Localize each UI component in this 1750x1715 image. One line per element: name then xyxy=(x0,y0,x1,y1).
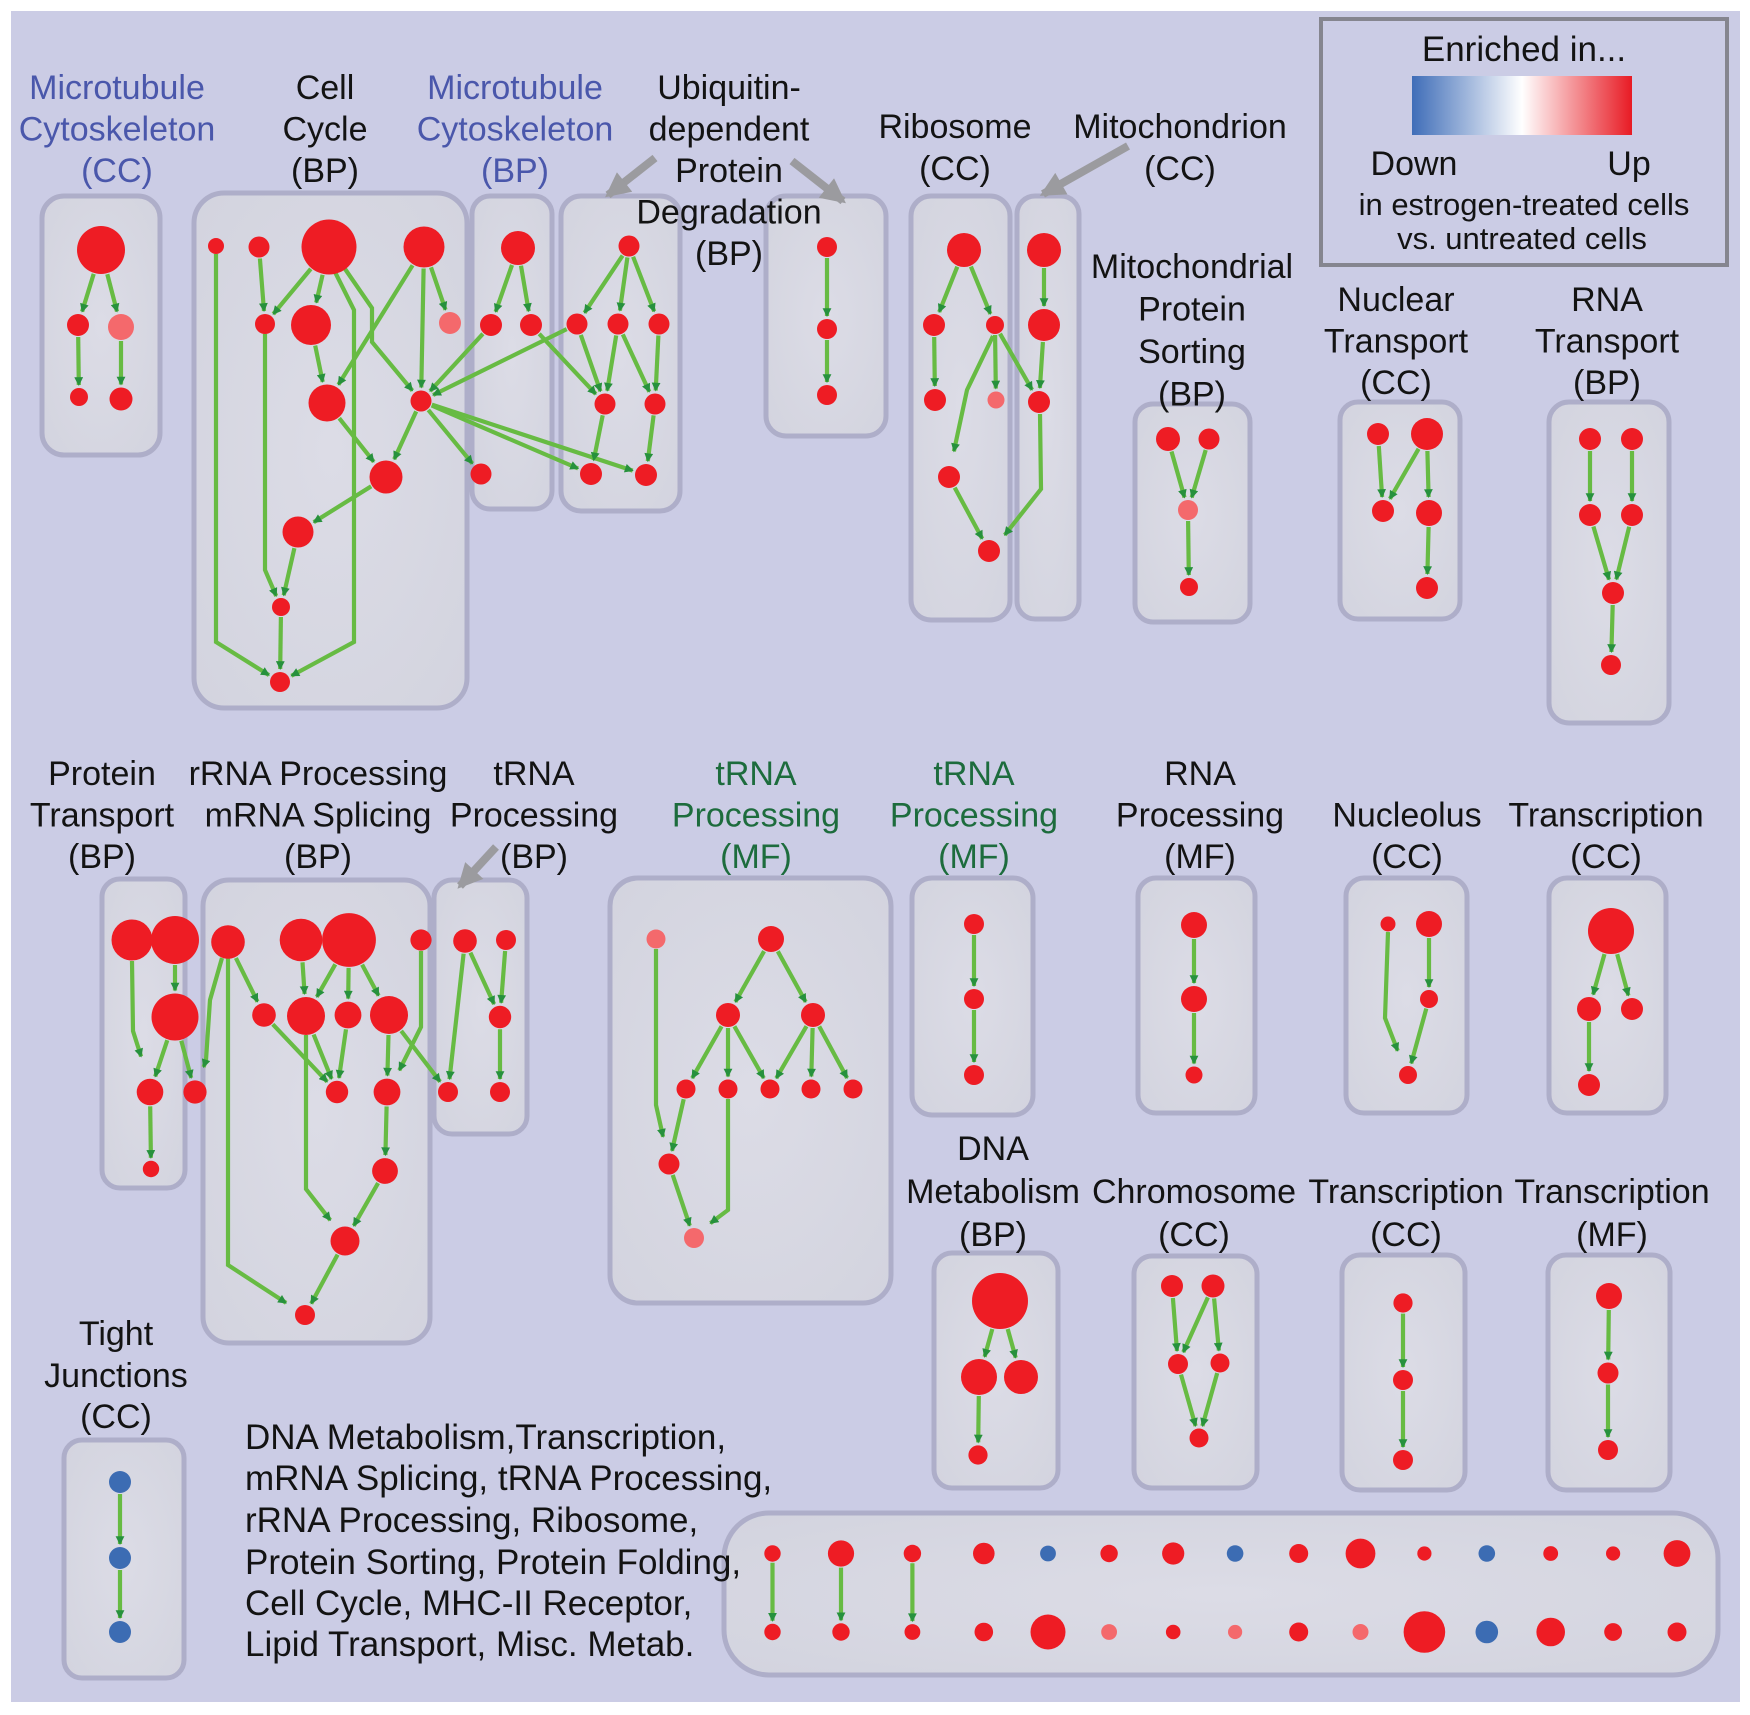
svg-text:(CC): (CC) xyxy=(1370,1216,1442,1254)
svg-text:Microtubule: Microtubule xyxy=(427,69,603,107)
svg-text:Degradation: Degradation xyxy=(636,194,821,232)
svg-text:(MF): (MF) xyxy=(1164,838,1236,876)
svg-text:Transcription: Transcription xyxy=(1514,1173,1709,1211)
svg-text:Cytoskeleton: Cytoskeleton xyxy=(19,111,216,149)
svg-text:RNA: RNA xyxy=(1571,281,1643,319)
svg-text:tRNA: tRNA xyxy=(493,755,575,793)
svg-text:Protein: Protein xyxy=(48,755,156,793)
svg-text:(BP): (BP) xyxy=(68,838,136,876)
svg-text:Enriched in...: Enriched in... xyxy=(1422,30,1626,69)
svg-text:Ribosome: Ribosome xyxy=(878,108,1031,146)
svg-text:Nuclear: Nuclear xyxy=(1337,281,1454,319)
svg-text:(CC): (CC) xyxy=(1371,838,1443,876)
svg-text:Processing: Processing xyxy=(450,797,618,835)
svg-text:(BP): (BP) xyxy=(291,152,359,190)
svg-text:(CC): (CC) xyxy=(1360,364,1432,402)
svg-text:(CC): (CC) xyxy=(1144,150,1216,188)
svg-text:tRNA: tRNA xyxy=(715,755,797,793)
svg-text:DNA: DNA xyxy=(957,1130,1029,1168)
svg-text:Protein: Protein xyxy=(1138,291,1246,329)
svg-text:Cytoskeleton: Cytoskeleton xyxy=(417,111,614,149)
svg-text:dependent: dependent xyxy=(649,111,810,149)
svg-text:Up: Up xyxy=(1607,145,1650,183)
svg-text:Transport: Transport xyxy=(1535,323,1680,361)
svg-text:DNA Metabolism,Transcription,: DNA Metabolism,Transcription, xyxy=(245,1418,726,1457)
svg-text:Down: Down xyxy=(1371,145,1458,183)
svg-text:rRNA Processing, Ribosome,: rRNA Processing, Ribosome, xyxy=(245,1501,698,1540)
svg-text:Transcription: Transcription xyxy=(1308,1173,1503,1211)
svg-text:Transport: Transport xyxy=(30,797,175,835)
svg-text:(MF): (MF) xyxy=(720,838,792,876)
svg-text:Ubiquitin-: Ubiquitin- xyxy=(657,69,801,107)
svg-text:Processing: Processing xyxy=(672,797,840,835)
svg-text:mRNA Splicing, tRNA Processing: mRNA Splicing, tRNA Processing, xyxy=(245,1459,772,1498)
svg-text:Chromosome: Chromosome xyxy=(1092,1173,1296,1211)
svg-text:(BP): (BP) xyxy=(1158,376,1226,414)
svg-text:Processing: Processing xyxy=(890,797,1058,835)
svg-text:(CC): (CC) xyxy=(919,150,991,188)
svg-text:Microtubule: Microtubule xyxy=(29,69,205,107)
svg-text:Protein: Protein xyxy=(675,152,783,190)
svg-text:tRNA: tRNA xyxy=(933,755,1015,793)
svg-text:(BP): (BP) xyxy=(284,838,352,876)
svg-text:(CC): (CC) xyxy=(1158,1216,1230,1254)
svg-text:Cell: Cell xyxy=(296,69,355,107)
svg-text:Mitochondrion: Mitochondrion xyxy=(1073,108,1287,146)
svg-text:Tight: Tight xyxy=(79,1315,154,1353)
svg-text:(CC): (CC) xyxy=(81,152,153,190)
svg-text:(BP): (BP) xyxy=(481,152,549,190)
svg-text:rRNA Processing: rRNA Processing xyxy=(189,755,448,793)
svg-text:Nucleolus: Nucleolus xyxy=(1332,797,1481,835)
svg-text:(BP): (BP) xyxy=(695,235,763,273)
svg-text:(MF): (MF) xyxy=(1576,1216,1648,1254)
svg-text:mRNA Splicing: mRNA Splicing xyxy=(205,797,432,835)
svg-text:vs. untreated cells: vs. untreated cells xyxy=(1397,221,1647,256)
svg-text:(BP): (BP) xyxy=(1573,364,1641,402)
svg-text:(CC): (CC) xyxy=(1570,838,1642,876)
svg-text:Lipid Transport, Misc. Metab.: Lipid Transport, Misc. Metab. xyxy=(245,1625,694,1664)
svg-text:Cell Cycle, MHC-II Receptor,: Cell Cycle, MHC-II Receptor, xyxy=(245,1584,692,1623)
svg-text:Metabolism: Metabolism xyxy=(906,1173,1080,1211)
svg-text:RNA: RNA xyxy=(1164,755,1236,793)
svg-text:Protein Sorting, Protein Foldi: Protein Sorting, Protein Folding, xyxy=(245,1543,741,1582)
svg-text:Processing: Processing xyxy=(1116,797,1284,835)
svg-text:Junctions: Junctions xyxy=(44,1357,188,1395)
svg-text:(CC): (CC) xyxy=(80,1398,152,1436)
svg-text:Transcription: Transcription xyxy=(1508,797,1703,835)
svg-text:Cycle: Cycle xyxy=(282,111,367,149)
svg-text:Sorting: Sorting xyxy=(1138,333,1246,371)
svg-text:Mitochondrial: Mitochondrial xyxy=(1091,248,1293,286)
svg-text:(BP): (BP) xyxy=(959,1216,1027,1254)
svg-text:in estrogen-treated cells: in estrogen-treated cells xyxy=(1359,187,1690,222)
svg-text:Transport: Transport xyxy=(1324,323,1469,361)
svg-text:(BP): (BP) xyxy=(500,838,568,876)
svg-text:(MF): (MF) xyxy=(938,838,1010,876)
